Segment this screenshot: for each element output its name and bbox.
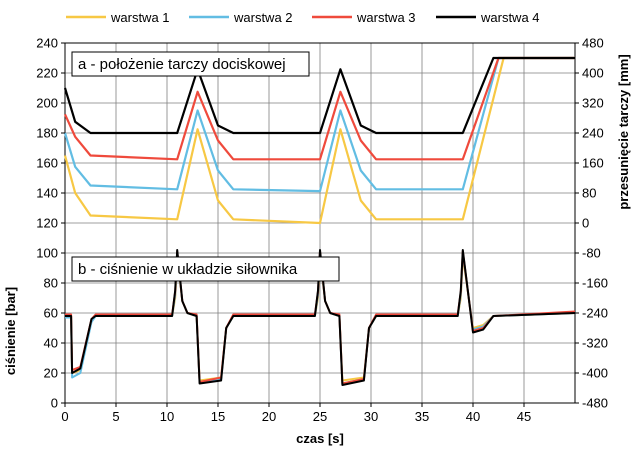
panel-a-label: a - położenie tarczy dociskowej <box>78 56 286 73</box>
series <box>63 56 576 386</box>
x-axis-label: czas [s] <box>296 431 344 446</box>
right-tick-label: -320 <box>582 336 608 351</box>
right-tick-label: -400 <box>582 366 608 381</box>
x-tick-label: 15 <box>211 409 225 424</box>
left-tick-label: 40 <box>44 336 58 351</box>
panel-b-label-box <box>71 256 340 282</box>
left-axis-label: ciśnienie [bar] <box>3 287 18 375</box>
x-tick-label: 20 <box>262 409 276 424</box>
right-tick-label: 160 <box>582 156 604 171</box>
left-tick-label: 160 <box>36 156 58 171</box>
left-tick-label: 80 <box>44 276 58 291</box>
x-tick-label: 10 <box>160 409 174 424</box>
legend-label: warstwa 3 <box>356 10 416 25</box>
right-tick-label: -480 <box>582 396 608 411</box>
left-tick-label: 220 <box>36 66 58 81</box>
left-tick-label: 0 <box>51 396 58 411</box>
right-axis: 480 400 320 240 160 80 0 -80 -160 -240 -320 -400 -48… <box>575 36 608 411</box>
x-tick-label: 5 <box>112 409 119 424</box>
left-tick-label: 20 <box>44 366 58 381</box>
series-line-a-warstwa-3 <box>63 56 575 161</box>
right-tick-label: 480 <box>582 36 604 51</box>
legend: warstwa 1 warstwa 2 warstwa 3 warstwa 4 <box>66 10 540 25</box>
left-tick-label: 180 <box>36 126 58 141</box>
right-tick-label: -240 <box>582 306 608 321</box>
series-line-a-warstwa-2 <box>63 56 575 193</box>
x-tick-label: 0 <box>61 409 68 424</box>
left-tick-label: 120 <box>36 216 58 231</box>
right-tick-label: 400 <box>582 66 604 81</box>
x-tick-label: 45 <box>517 409 531 424</box>
right-axis-label: przesunięcie tarczy [mm] <box>616 54 631 209</box>
series-line-b-warstwa-4 <box>65 249 576 386</box>
legend-label: warstwa 2 <box>233 10 293 25</box>
left-tick-label: 140 <box>36 186 58 201</box>
left-tick-label: 240 <box>36 36 58 51</box>
right-tick-label: 320 <box>582 96 604 111</box>
legend-label: warstwa 1 <box>110 10 170 25</box>
right-tick-label: 240 <box>582 126 604 141</box>
left-tick-label: 200 <box>36 96 58 111</box>
right-tick-label: -80 <box>582 246 601 261</box>
panel-b-label: b - ciśnienie w układzie siłownika <box>78 261 298 278</box>
legend-label: warstwa 4 <box>480 10 540 25</box>
right-tick-label: -160 <box>582 276 608 291</box>
panel-a-label-box <box>71 51 310 77</box>
x-tick-label: 25 <box>313 409 327 424</box>
series-line-a-warstwa-1 <box>63 56 575 225</box>
left-tick-label: 100 <box>36 246 58 261</box>
right-tick-label: 80 <box>582 186 596 201</box>
x-tick-label: 30 <box>364 409 378 424</box>
x-tick-label: 40 <box>466 409 480 424</box>
right-tick-label: 0 <box>582 216 589 231</box>
left-tick-label: 60 <box>44 306 58 321</box>
series-line-a-warstwa-4 <box>63 56 575 135</box>
x-tick-label: 35 <box>415 409 429 424</box>
x-axis: 0 5 10 15 20 25 30 35 40 45 <box>61 403 531 424</box>
